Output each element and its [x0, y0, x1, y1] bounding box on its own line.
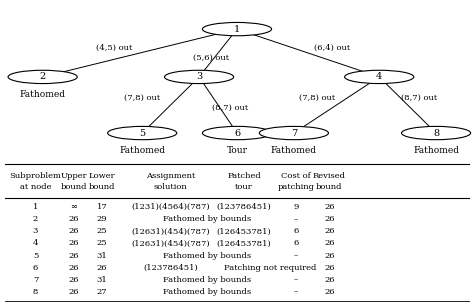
Text: (7,8) out: (7,8) out — [300, 94, 336, 102]
Text: 4: 4 — [376, 72, 383, 82]
Text: (12631)(454)(787): (12631)(454)(787) — [131, 239, 210, 247]
Text: 26: 26 — [68, 288, 79, 296]
Text: Fathomed by bounds: Fathomed by bounds — [164, 276, 251, 284]
Text: Subproblem
at node: Subproblem at node — [9, 172, 62, 191]
Text: –: – — [294, 252, 298, 259]
Text: 26: 26 — [324, 276, 335, 284]
Text: 31: 31 — [97, 276, 107, 284]
Text: 26: 26 — [324, 215, 335, 223]
Ellipse shape — [164, 70, 234, 84]
Text: 26: 26 — [324, 227, 335, 235]
Text: Lower
bound: Lower bound — [89, 172, 115, 191]
Text: 17: 17 — [97, 203, 107, 211]
Text: (5,6) out: (5,6) out — [193, 54, 229, 62]
Text: 3: 3 — [33, 227, 38, 235]
Text: 26: 26 — [324, 264, 335, 271]
Text: (6,4) out: (6,4) out — [314, 44, 350, 52]
Text: (1231)(4564)(787): (1231)(4564)(787) — [131, 203, 210, 211]
Text: (126453781): (126453781) — [217, 239, 272, 247]
Text: 7: 7 — [33, 276, 38, 284]
Text: Cost of
patching: Cost of patching — [278, 172, 315, 191]
Ellipse shape — [202, 126, 272, 140]
Text: 5: 5 — [139, 129, 145, 137]
Text: 26: 26 — [97, 264, 107, 271]
Text: Fathomed by bounds: Fathomed by bounds — [164, 288, 251, 296]
Text: 26: 26 — [68, 239, 79, 247]
Text: Fathomed by bounds: Fathomed by bounds — [164, 252, 251, 259]
Ellipse shape — [345, 70, 414, 84]
Text: Tour: Tour — [227, 146, 247, 155]
Text: 6: 6 — [234, 129, 240, 137]
Text: (8,7) out: (8,7) out — [401, 94, 438, 102]
Text: Assignment
solution: Assignment solution — [146, 172, 195, 191]
Text: 1: 1 — [234, 24, 240, 34]
Text: 6: 6 — [293, 227, 299, 235]
Ellipse shape — [108, 126, 177, 140]
Text: (7,8) out: (7,8) out — [124, 94, 160, 102]
Text: Fathomed by bounds: Fathomed by bounds — [164, 215, 251, 223]
Text: 26: 26 — [68, 276, 79, 284]
Text: Revised
bound: Revised bound — [313, 172, 346, 191]
Text: 4: 4 — [33, 239, 38, 247]
Text: 25: 25 — [97, 227, 107, 235]
Text: (12631)(454)(787): (12631)(454)(787) — [131, 227, 210, 235]
Text: Patched
tour: Patched tour — [227, 172, 261, 191]
Text: –: – — [294, 276, 298, 284]
Ellipse shape — [202, 22, 272, 36]
Text: 6: 6 — [33, 264, 38, 271]
Text: Upper
bound: Upper bound — [60, 172, 87, 191]
Text: 2: 2 — [33, 215, 38, 223]
Ellipse shape — [401, 126, 471, 140]
Text: 6: 6 — [293, 239, 299, 247]
Text: Fathomed: Fathomed — [19, 90, 66, 99]
Text: 26: 26 — [68, 252, 79, 259]
Text: ∞: ∞ — [70, 203, 77, 211]
Text: 2: 2 — [39, 72, 46, 82]
Text: 26: 26 — [324, 288, 335, 296]
Text: 9: 9 — [293, 203, 299, 211]
Text: 8: 8 — [33, 288, 38, 296]
Text: 26: 26 — [324, 239, 335, 247]
Text: Fathomed: Fathomed — [119, 146, 165, 155]
Text: 7: 7 — [291, 129, 297, 137]
Text: 26: 26 — [68, 264, 79, 271]
Text: 26: 26 — [324, 252, 335, 259]
Text: 26: 26 — [324, 203, 335, 211]
Text: 5: 5 — [33, 252, 38, 259]
Text: 31: 31 — [97, 252, 107, 259]
Text: Fathomed: Fathomed — [413, 146, 459, 155]
Text: (8,7) out: (8,7) out — [212, 104, 248, 112]
Text: 27: 27 — [97, 288, 107, 296]
Text: 26: 26 — [68, 215, 79, 223]
Text: 1: 1 — [33, 203, 38, 211]
Text: 29: 29 — [97, 215, 107, 223]
Text: –: – — [294, 215, 298, 223]
Text: (123786451): (123786451) — [143, 264, 198, 271]
Text: (126453781): (126453781) — [217, 227, 272, 235]
Text: –: – — [294, 288, 298, 296]
Text: (123786451): (123786451) — [217, 203, 272, 211]
Text: 26: 26 — [68, 227, 79, 235]
Text: 25: 25 — [97, 239, 107, 247]
Ellipse shape — [259, 126, 328, 140]
Text: (4,5) out: (4,5) out — [96, 44, 132, 52]
Text: Patching not required: Patching not required — [224, 264, 316, 271]
Text: 8: 8 — [433, 129, 439, 137]
Ellipse shape — [8, 70, 77, 84]
Text: Fathomed: Fathomed — [271, 146, 317, 155]
Text: 3: 3 — [196, 72, 202, 82]
